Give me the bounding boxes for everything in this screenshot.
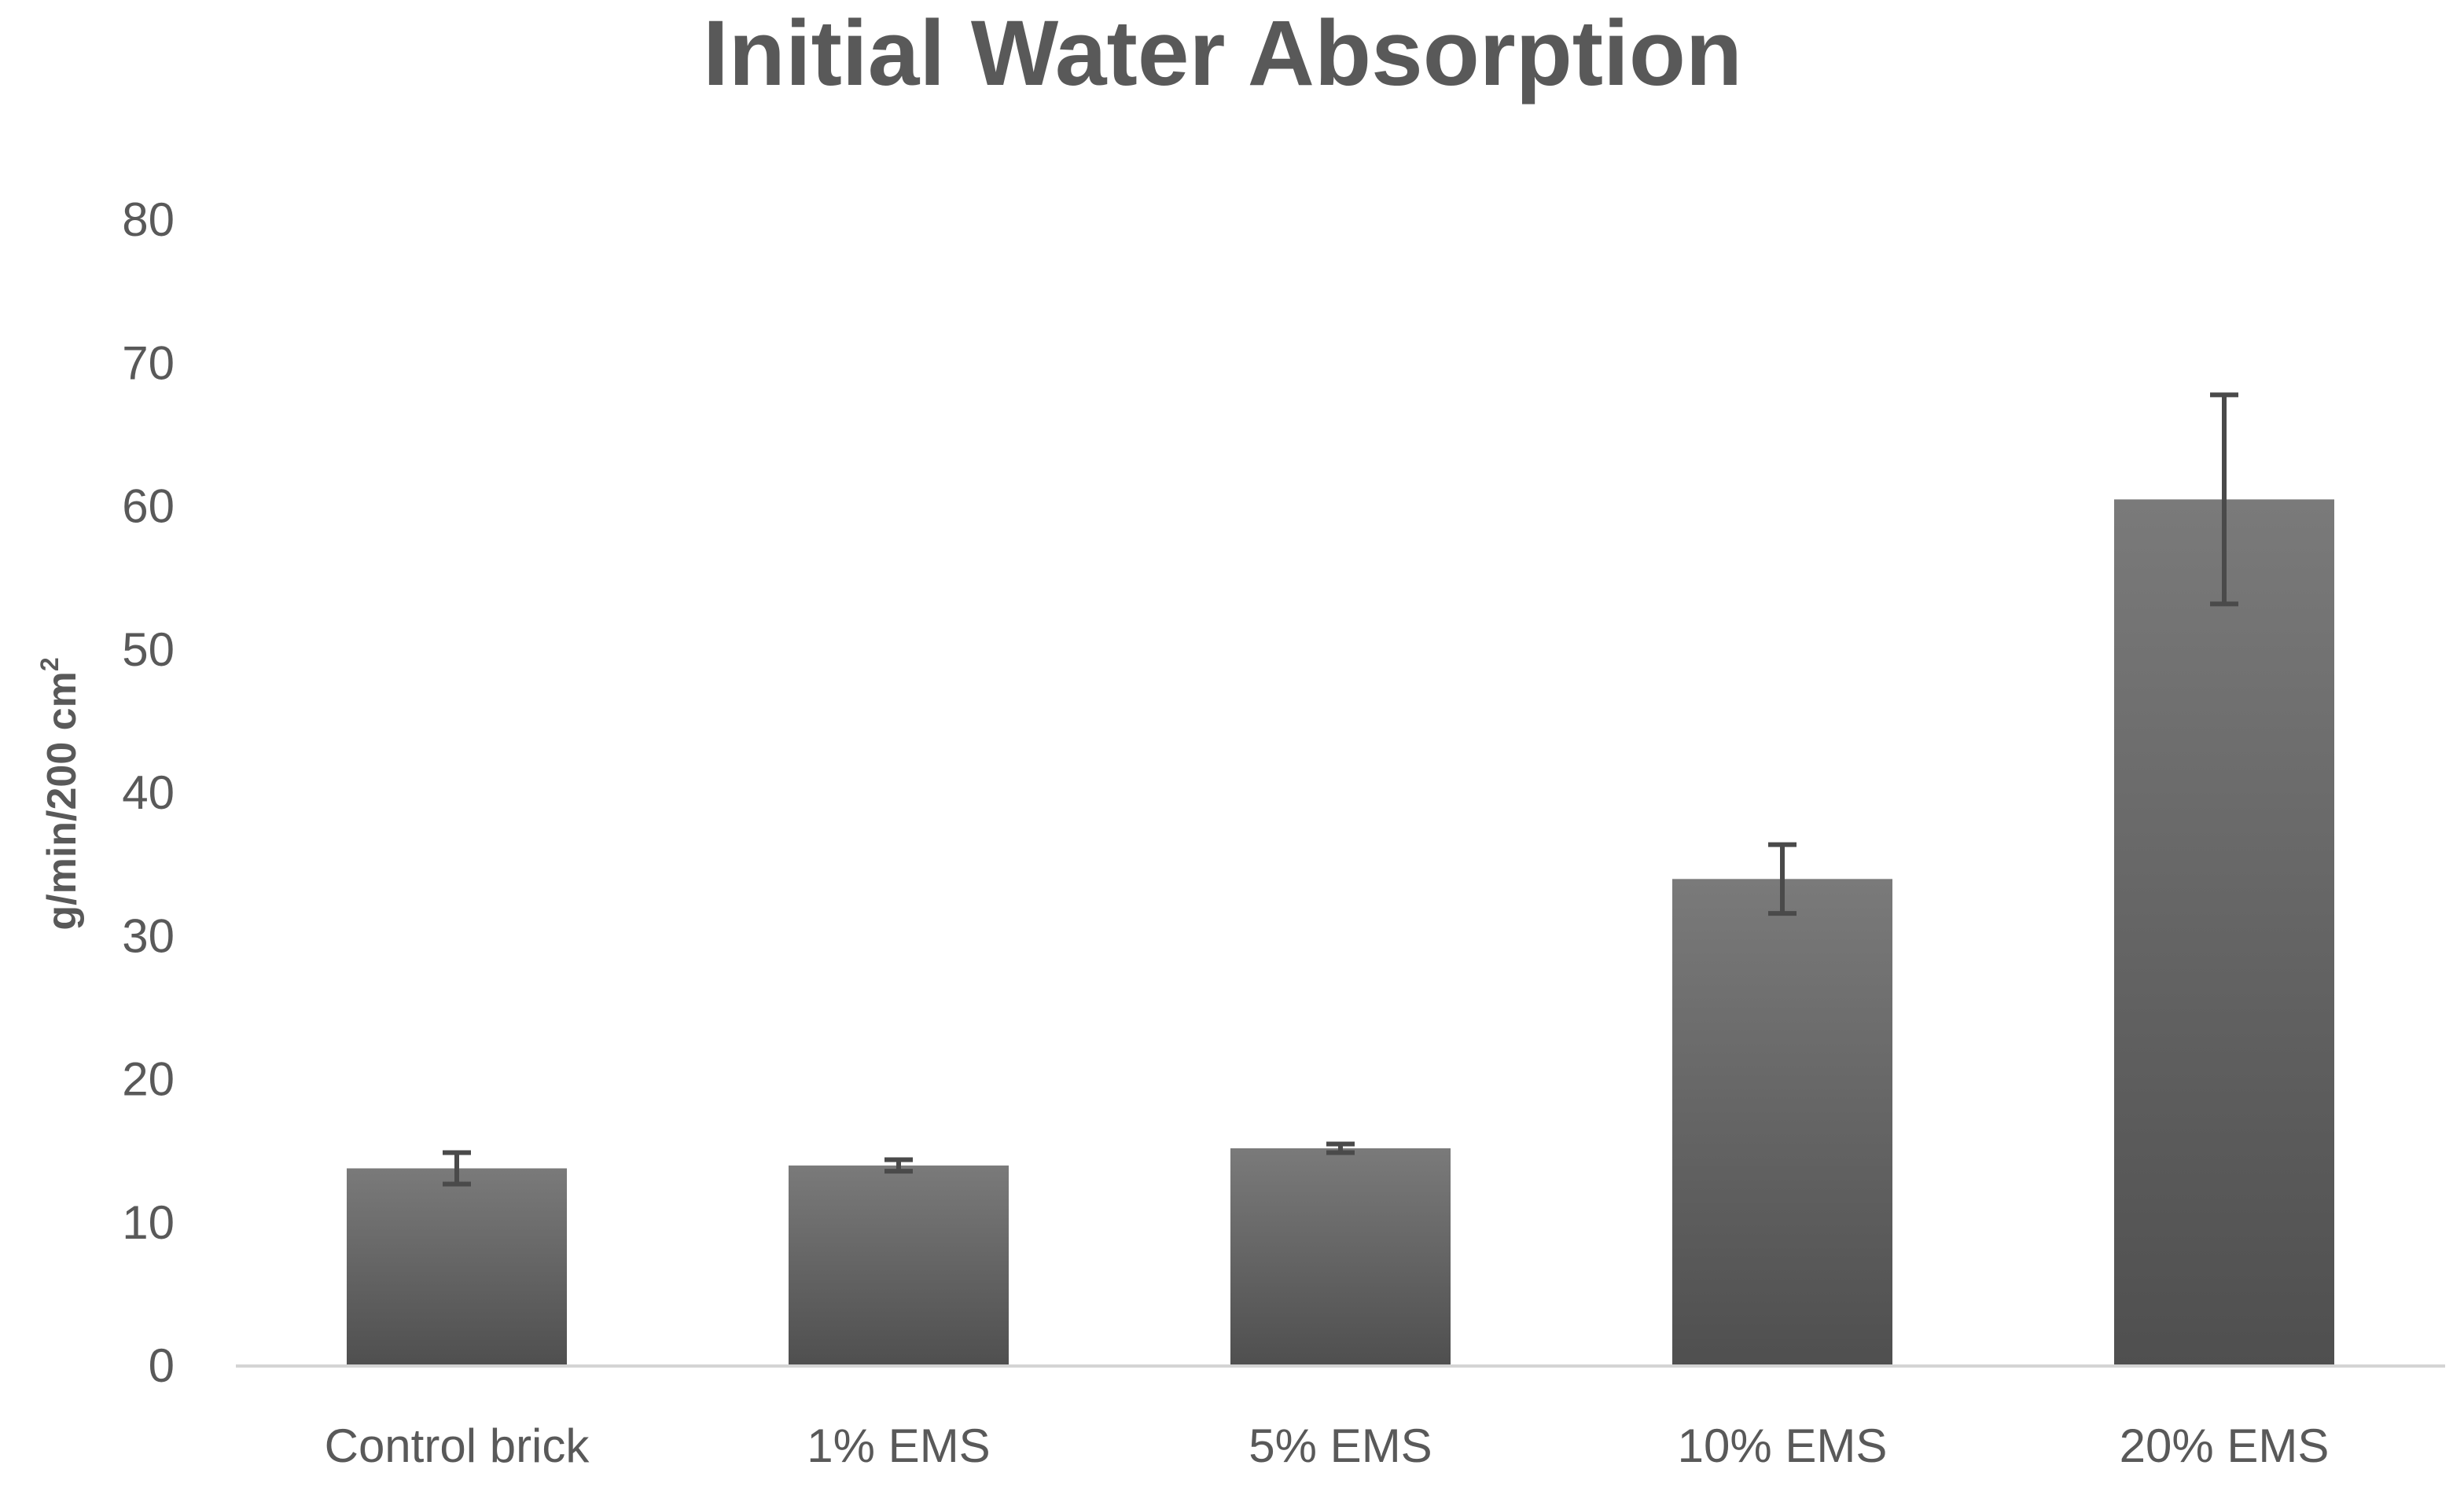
y-tick-label: 80: [122, 193, 175, 246]
y-tick-labels: 0 10 20 30 40 50 60 70 80: [122, 193, 175, 1392]
error-bar: [1768, 842, 1797, 916]
y-axis-title: g/min/200 cm2: [35, 657, 85, 930]
x-tick-label: 10% EMS: [1678, 1419, 1888, 1472]
x-tick-label: 20% EMS: [2120, 1419, 2330, 1472]
bar: [1672, 879, 1892, 1366]
y-tick-label: 20: [122, 1053, 175, 1106]
y-tick-label: 70: [122, 336, 175, 389]
x-tick-label: Control brick: [325, 1419, 590, 1472]
bar: [1230, 1148, 1451, 1366]
x-tick-labels: Control brick 1% EMS 5% EMS 10% EMS 20% EMS: [325, 1419, 2330, 1472]
error-bar: [1326, 1141, 1355, 1155]
x-tick-label: 1% EMS: [807, 1419, 990, 1472]
y-tick-label: 60: [122, 480, 175, 533]
y-tick-label: 0: [149, 1339, 175, 1392]
error-bars: [443, 392, 2238, 1187]
error-bar: [2210, 392, 2238, 607]
y-axis-title-superscript: 2: [35, 657, 64, 671]
x-tick-label: 5% EMS: [1249, 1419, 1432, 1472]
bars: [347, 499, 2334, 1367]
y-tick-label: 40: [122, 766, 175, 819]
chart-title: Initial Water Absorption: [703, 2, 1742, 105]
bar: [789, 1165, 1009, 1366]
y-tick-label: 50: [122, 623, 175, 676]
y-axis-title-text: g/min/200 cm: [39, 671, 85, 930]
bar: [2114, 499, 2334, 1367]
bar: [347, 1168, 567, 1366]
error-bar: [443, 1150, 471, 1187]
y-tick-label: 10: [122, 1196, 175, 1249]
error-bar: [884, 1157, 913, 1174]
y-tick-label: 30: [122, 909, 175, 962]
